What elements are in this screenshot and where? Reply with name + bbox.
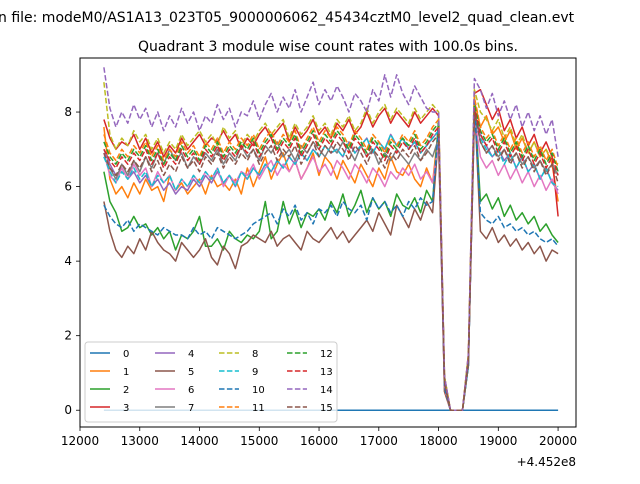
legend-label-5: 5 [188, 367, 194, 378]
plot-lines [103, 67, 559, 411]
x-tick-label: 12000 [61, 434, 99, 448]
legend-box [84, 341, 338, 423]
legend-label-14: 14 [320, 385, 333, 396]
legend-label-2: 2 [123, 385, 129, 396]
series-line-11 [103, 96, 559, 411]
series-line-12 [103, 103, 559, 411]
y-tick-label: 0 [64, 403, 72, 417]
legend-label-9: 9 [252, 367, 258, 378]
series-line-2 [103, 96, 559, 411]
series-line-9 [103, 118, 559, 411]
series-line-5 [103, 100, 559, 411]
x-tick-label: 18000 [419, 434, 457, 448]
legend-label-8: 8 [252, 349, 258, 360]
x-tick-label: 14000 [180, 434, 218, 448]
series-line-8 [103, 82, 559, 411]
legend-label-13: 13 [320, 367, 333, 378]
legend-label-12: 12 [320, 349, 333, 360]
legend-label-4: 4 [188, 349, 194, 360]
legend-label-6: 6 [188, 385, 194, 396]
chart-title: Quadrant 3 module wise count rates with … [138, 39, 518, 55]
y-axis: 0 2 4 6 8 [64, 105, 80, 417]
x-tick-label: 19000 [479, 434, 517, 448]
legend-label-11: 11 [252, 403, 265, 414]
legend-label-1: 1 [123, 367, 129, 378]
series-line-15 [103, 111, 559, 411]
y-tick-label: 2 [64, 329, 72, 343]
series-line-10 [103, 100, 559, 411]
x-tick-label: 20000 [539, 434, 577, 448]
y-tick-label: 6 [64, 180, 72, 194]
x-tick-label: 17000 [360, 434, 398, 448]
figure-suptitle: n file: modeM0/AS1A13_023T05_9000006062_… [0, 10, 575, 26]
legend-label-0: 0 [123, 349, 129, 360]
y-tick-label: 8 [64, 105, 72, 119]
plot-frame [79, 57, 577, 428]
series-line-7 [103, 107, 559, 411]
x-tick-label: 15000 [240, 434, 278, 448]
x-axis: 12000 13000 14000 15000 16000 17000 18000 19000… [61, 427, 577, 448]
x-tick-label: 16000 [300, 434, 338, 448]
legend-label-15: 15 [320, 403, 333, 414]
series-line-1 [103, 100, 559, 411]
y-tick-label: 4 [64, 254, 72, 268]
x-offset-label: +4.452e8 [517, 455, 576, 469]
legend-label-3: 3 [123, 403, 129, 414]
series-line-13 [103, 107, 559, 411]
legend-label-7: 7 [188, 403, 194, 414]
x-tick-label: 13000 [121, 434, 159, 448]
legend-label-10: 10 [252, 385, 265, 396]
